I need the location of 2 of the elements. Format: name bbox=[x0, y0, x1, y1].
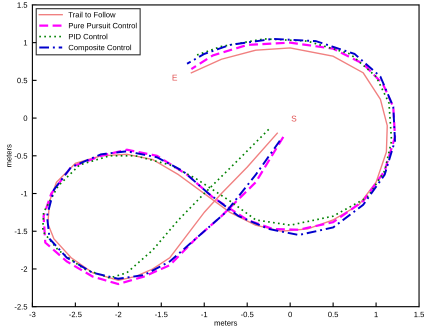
annotation: E bbox=[172, 74, 178, 81]
annotation: S bbox=[292, 116, 296, 122]
